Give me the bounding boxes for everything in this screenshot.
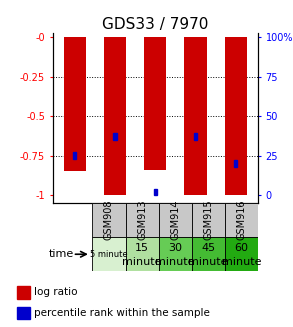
Text: minute: minute	[155, 257, 195, 267]
Text: minute: minute	[188, 257, 228, 267]
Title: GDS33 / 7970: GDS33 / 7970	[102, 17, 209, 31]
Text: GSM916: GSM916	[236, 200, 246, 240]
Bar	[17, 307, 30, 319]
Text: 30: 30	[168, 243, 182, 253]
Bar	[125, 237, 159, 271]
Text: GSM915: GSM915	[203, 199, 213, 240]
Text: 45: 45	[201, 243, 215, 253]
Bar	[159, 237, 192, 271]
Text: GSM914: GSM914	[170, 200, 180, 240]
Text: 15: 15	[135, 243, 149, 253]
Text: GSM913: GSM913	[137, 200, 147, 240]
Bar	[192, 203, 225, 237]
Bar	[192, 237, 225, 271]
Bar	[92, 203, 125, 237]
Bar	[17, 286, 30, 299]
Bar	[104, 37, 126, 195]
Text: minute: minute	[222, 257, 261, 267]
Bar	[92, 237, 125, 271]
Bar	[64, 37, 86, 171]
Bar	[73, 152, 76, 159]
Bar	[159, 203, 192, 237]
Bar	[144, 37, 166, 170]
Text: percentile rank within the sample: percentile rank within the sample	[35, 308, 210, 318]
Text: log ratio: log ratio	[35, 287, 78, 297]
Bar	[185, 37, 207, 195]
Bar	[125, 203, 159, 237]
Bar	[225, 203, 258, 237]
Bar	[234, 160, 237, 166]
Text: time: time	[48, 249, 74, 259]
Bar	[225, 37, 247, 195]
Bar	[154, 189, 157, 195]
Bar	[225, 237, 258, 271]
Text: 60: 60	[234, 243, 248, 253]
Text: minute: minute	[122, 257, 162, 267]
Text: GSM908: GSM908	[104, 200, 114, 240]
Bar	[113, 133, 117, 140]
Bar	[194, 133, 197, 140]
Text: 5 minute: 5 minute	[90, 250, 128, 259]
